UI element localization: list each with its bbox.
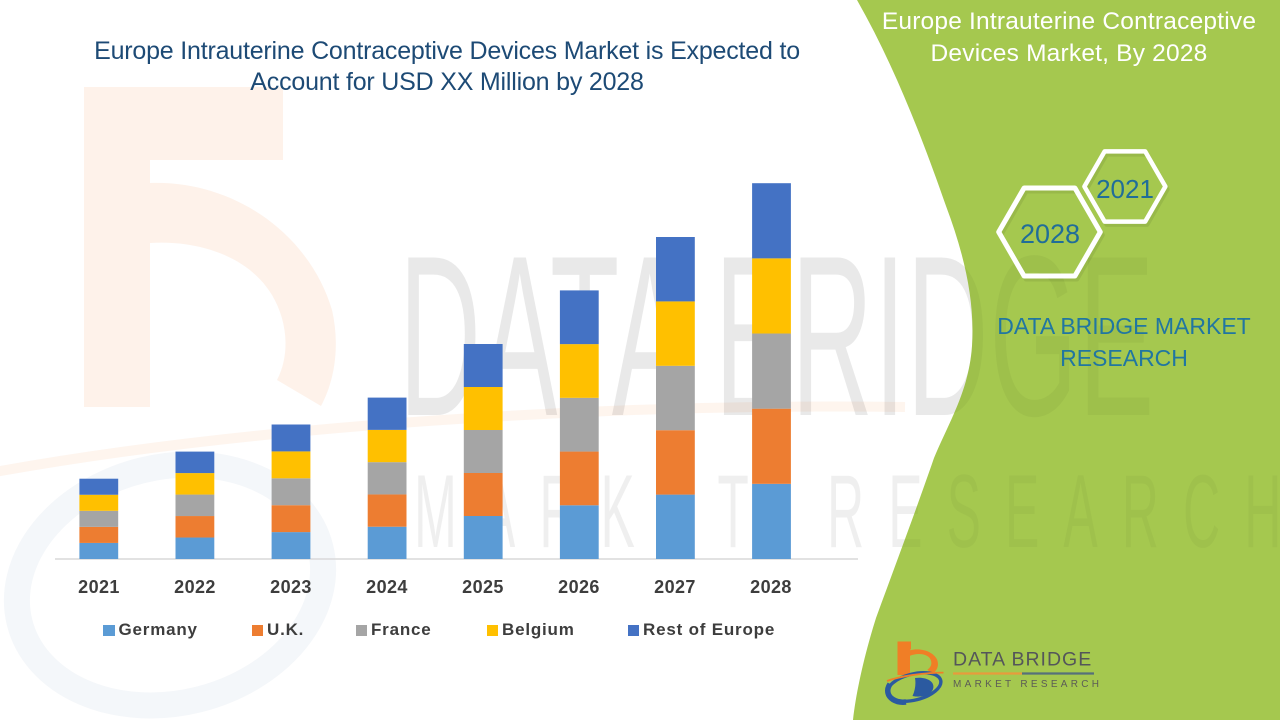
svg-text:DATA BRIDGE: DATA BRIDGE xyxy=(953,649,1092,671)
svg-text:MARKET RESEARCH: MARKET RESEARCH xyxy=(953,679,1102,690)
